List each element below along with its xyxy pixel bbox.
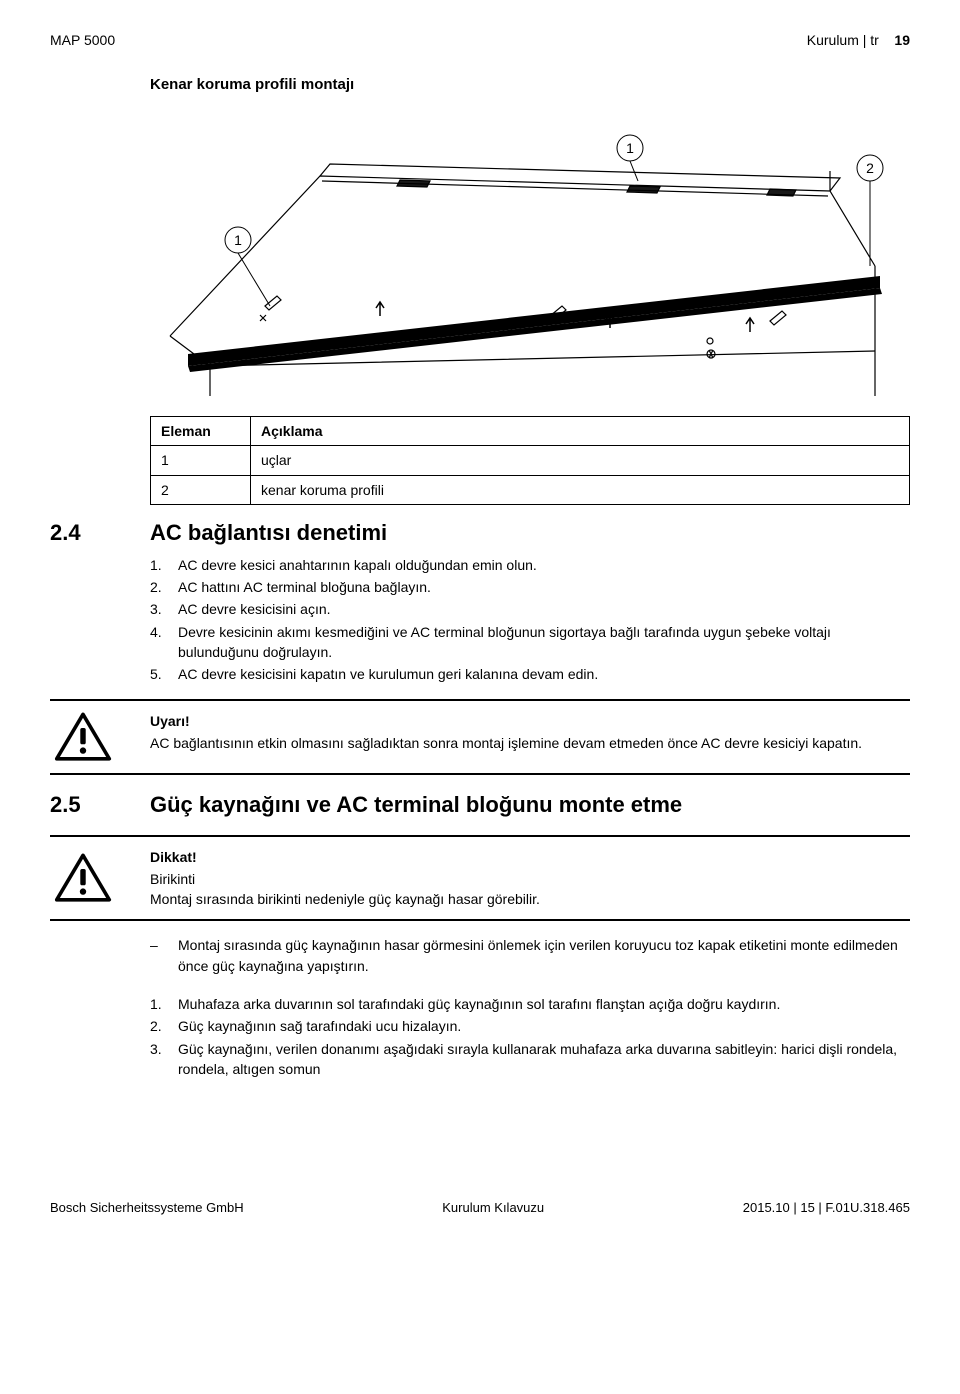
caution-sub: Birikinti — [150, 869, 910, 889]
warning-block: Uyarı! AC bağlantısının etkin olmasını s… — [50, 699, 910, 775]
callout-1-top: 1 — [626, 140, 634, 156]
header-right: Kurulum | tr 19 — [807, 30, 910, 50]
section-title: AC bağlantısı denetimi — [150, 517, 387, 549]
caution-block: Dikkat! Birikinti Montaj sırasında birik… — [50, 835, 910, 922]
section-2-4-heading: 2.4 AC bağlantısı denetimi — [50, 517, 910, 549]
footer-center: Kurulum Kılavuzu — [442, 1199, 544, 1218]
caution-title: Dikkat! — [150, 847, 910, 867]
table-row: 1 uçlar — [151, 446, 910, 475]
section-num: 2.4 — [50, 517, 150, 549]
warning-title: Uyarı! — [150, 711, 910, 731]
callout-2: 2 — [866, 160, 874, 176]
section-2-5-heading: 2.5 Güç kaynağını ve AC terminal bloğunu… — [50, 789, 910, 821]
th-eleman: Eleman — [151, 417, 251, 446]
section-2-5-steps: 1.Muhafaza arka duvarının sol tarafındak… — [150, 994, 910, 1079]
diagram-container: 1 2 1 — [50, 106, 910, 396]
section-title: Güç kaynağını ve AC terminal bloğunu mon… — [150, 789, 682, 821]
intro-title: Kenar koruma profili montajı — [150, 74, 910, 96]
section-2-4-steps: 1.AC devre kesici anahtarının kapalı old… — [150, 555, 910, 685]
parts-table: Eleman Açıklama 1 uçlar 2 kenar koruma p… — [150, 416, 910, 505]
page-header: MAP 5000 Kurulum | tr 19 — [50, 30, 910, 50]
footer-left: Bosch Sicherheitssysteme GmbH — [50, 1199, 244, 1218]
dash-note: –Montaj sırasında güç kaynağının hasar g… — [150, 935, 910, 976]
caution-icon — [50, 847, 150, 910]
caution-body: Montaj sırasında birikinti nedeniyle güç… — [150, 889, 910, 909]
warning-icon — [50, 711, 150, 763]
page-footer: Bosch Sicherheitssysteme GmbH Kurulum Kı… — [50, 1199, 910, 1218]
table-row: 2 kenar koruma profili — [151, 475, 910, 504]
section-num: 2.5 — [50, 789, 150, 821]
th-aciklama: Açıklama — [251, 417, 910, 446]
mounting-diagram: 1 2 1 — [70, 106, 890, 396]
header-left: MAP 5000 — [50, 30, 115, 50]
warning-body: AC bağlantısının etkin olmasını sağladık… — [150, 733, 910, 753]
callout-1-left: 1 — [234, 232, 242, 248]
footer-right: 2015.10 | 15 | F.01U.318.465 — [743, 1199, 910, 1218]
